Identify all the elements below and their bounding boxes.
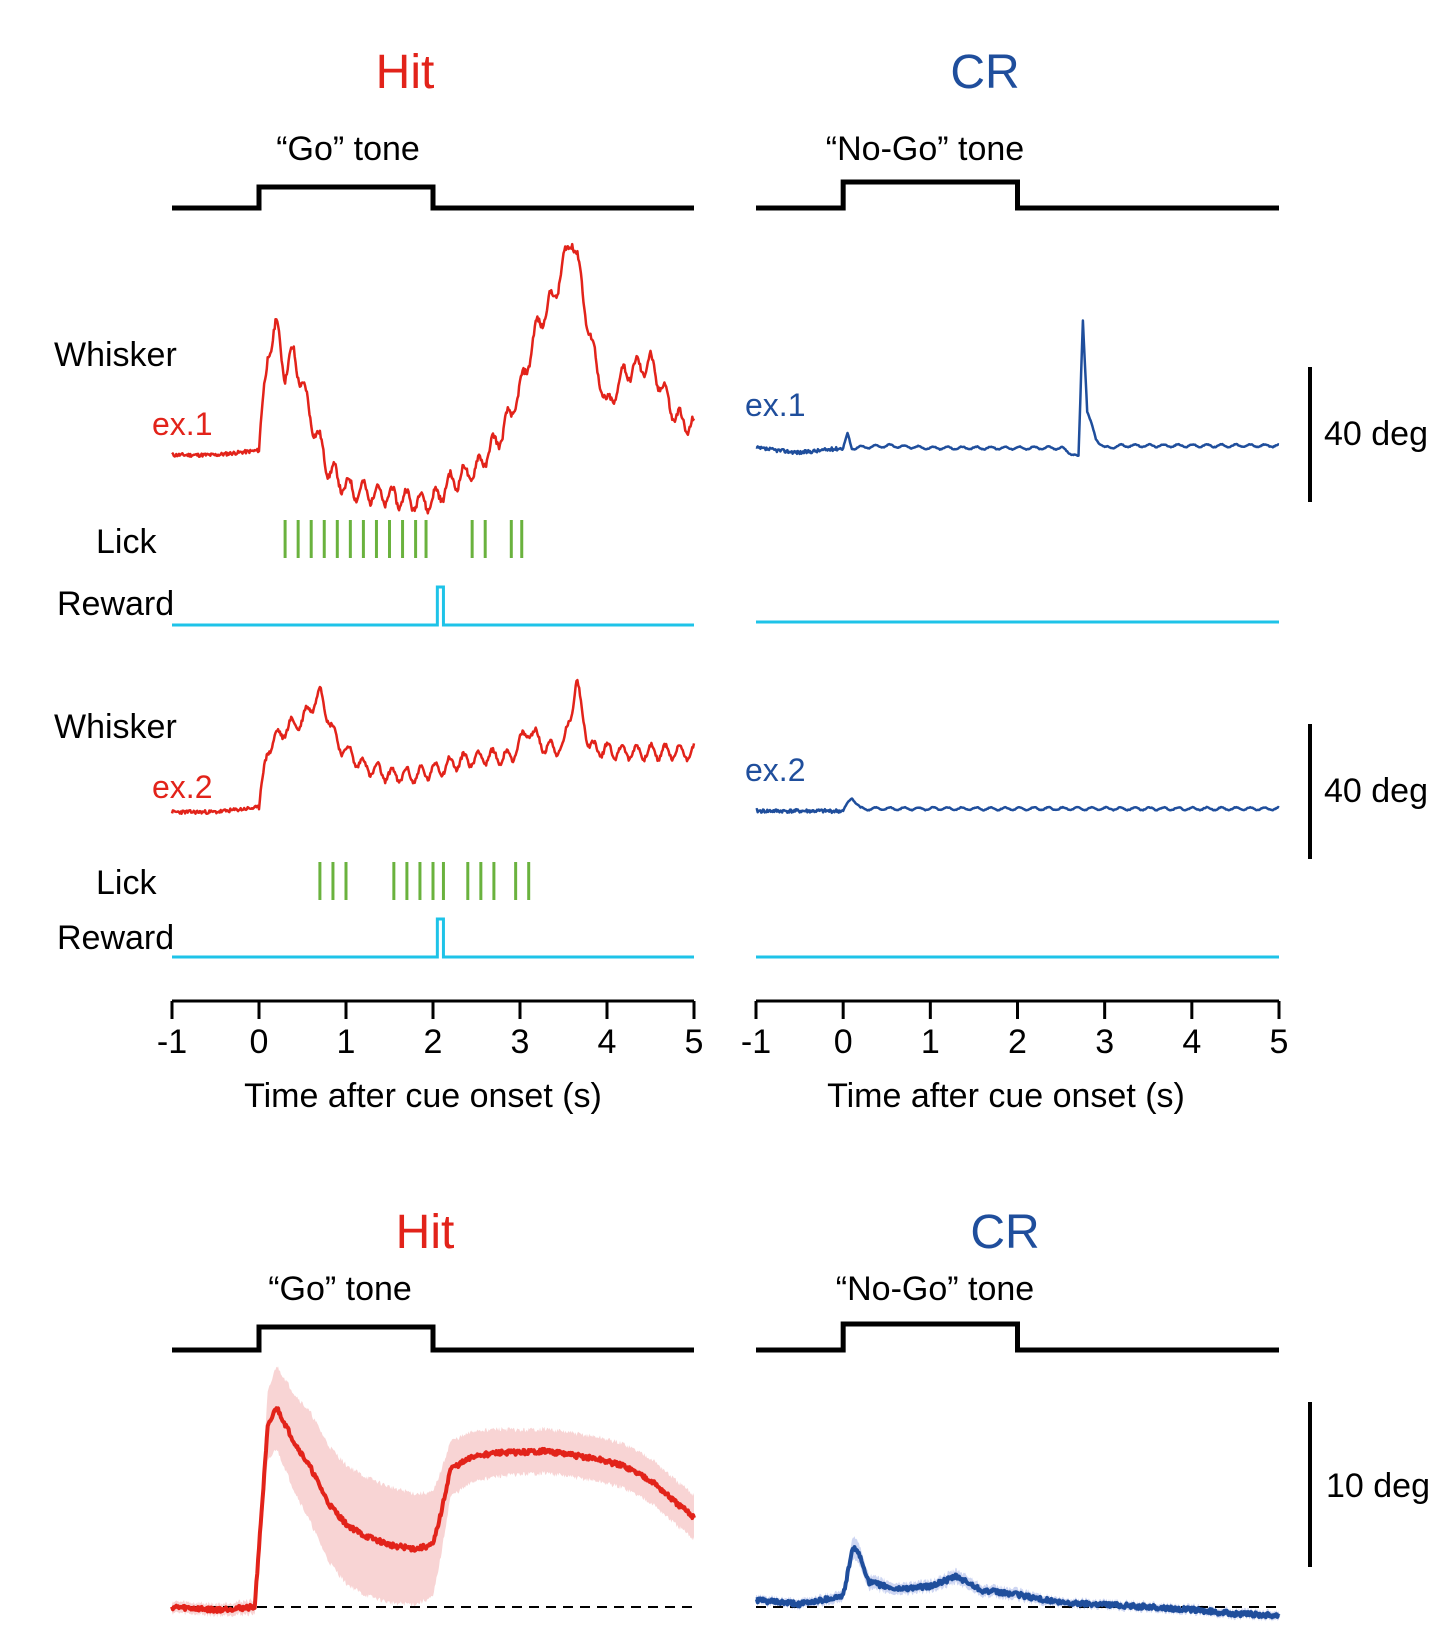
cue-trace-go-top — [172, 184, 694, 211]
x-axis-right-tick-label-2: 2 — [1008, 1023, 1027, 1061]
reward-trace-hit-ex2 — [172, 917, 694, 959]
x-axis-right-tick-label-5: 5 — [1270, 1023, 1289, 1061]
cue-label-go-bottom: “Go” tone — [268, 1270, 412, 1308]
ex1-label-right: ex.1 — [745, 387, 805, 423]
x-axis-right-tick-label--1: -1 — [741, 1023, 771, 1061]
x-axis-right-tick-label-3: 3 — [1095, 1023, 1114, 1061]
cr-whisker-ex2 — [755, 797, 1280, 815]
cue-trace-go-bottom — [172, 1324, 694, 1353]
hit-avg-mean-trace — [170, 1406, 696, 1614]
x-axis-left-tick-label-2: 2 — [424, 1023, 443, 1061]
x-axis-right-tick-label-4: 4 — [1182, 1023, 1201, 1061]
panel-title-cr-bottom: CR — [970, 1206, 1039, 1259]
panel-title-cr-top: CR — [950, 46, 1019, 99]
ex1-label-left: ex.1 — [152, 406, 212, 442]
reward-label-1: Reward — [57, 585, 174, 623]
x-axis-left-tick-label-5: 5 — [685, 1023, 704, 1061]
hit-avg-sem-band — [172, 1366, 694, 1618]
hit-whisker-ex2 — [170, 678, 696, 816]
cr-whisker-ex1 — [755, 319, 1280, 457]
cue-label-nogo-top: “No-Go” tone — [826, 130, 1024, 168]
reward-trace-hit-ex1 — [172, 585, 694, 627]
x-axis-left-tick-label--1: -1 — [157, 1023, 187, 1061]
x-axis-left-tick-label-4: 4 — [598, 1023, 617, 1061]
reward-label-2: Reward — [57, 919, 174, 957]
panel-title-hit-bottom: Hit — [396, 1206, 455, 1259]
ex2-label-right: ex.2 — [745, 752, 805, 788]
cr-avg-mean-trace — [754, 1545, 1281, 1620]
hit-whisker-ex1 — [171, 242, 696, 515]
x-axis-label-right: Time after cue onset (s) — [827, 1077, 1185, 1115]
x-axis-right-tick-label-1: 1 — [921, 1023, 940, 1061]
x-axis-label-left: Time after cue onset (s) — [244, 1077, 602, 1115]
cue-trace-nogo-top — [756, 179, 1279, 211]
x-axis-left-tick-label-3: 3 — [511, 1023, 530, 1061]
cue-label-go-top: “Go” tone — [276, 130, 420, 168]
ex2-label-left: ex.2 — [152, 769, 212, 805]
x-axis-left-tick-label-0: 0 — [250, 1023, 269, 1061]
x-axis-left-tick-label-1: 1 — [337, 1023, 356, 1061]
cue-trace-nogo-bottom — [756, 1321, 1279, 1353]
cue-label-nogo-bottom: “No-Go” tone — [836, 1270, 1034, 1308]
panel-title-hit-top: Hit — [376, 46, 435, 99]
scale-label-ex2: 40 deg — [1324, 772, 1428, 810]
whisker-label-1: Whisker — [54, 336, 177, 374]
scale-label-avg: 10 deg — [1326, 1467, 1430, 1505]
lick-label-2: Lick — [96, 864, 157, 902]
x-axis-right-tick-label-0: 0 — [834, 1023, 853, 1061]
lick-label-1: Lick — [96, 523, 157, 561]
whisker-label-2: Whisker — [54, 708, 177, 746]
scale-label-ex1: 40 deg — [1324, 415, 1428, 453]
